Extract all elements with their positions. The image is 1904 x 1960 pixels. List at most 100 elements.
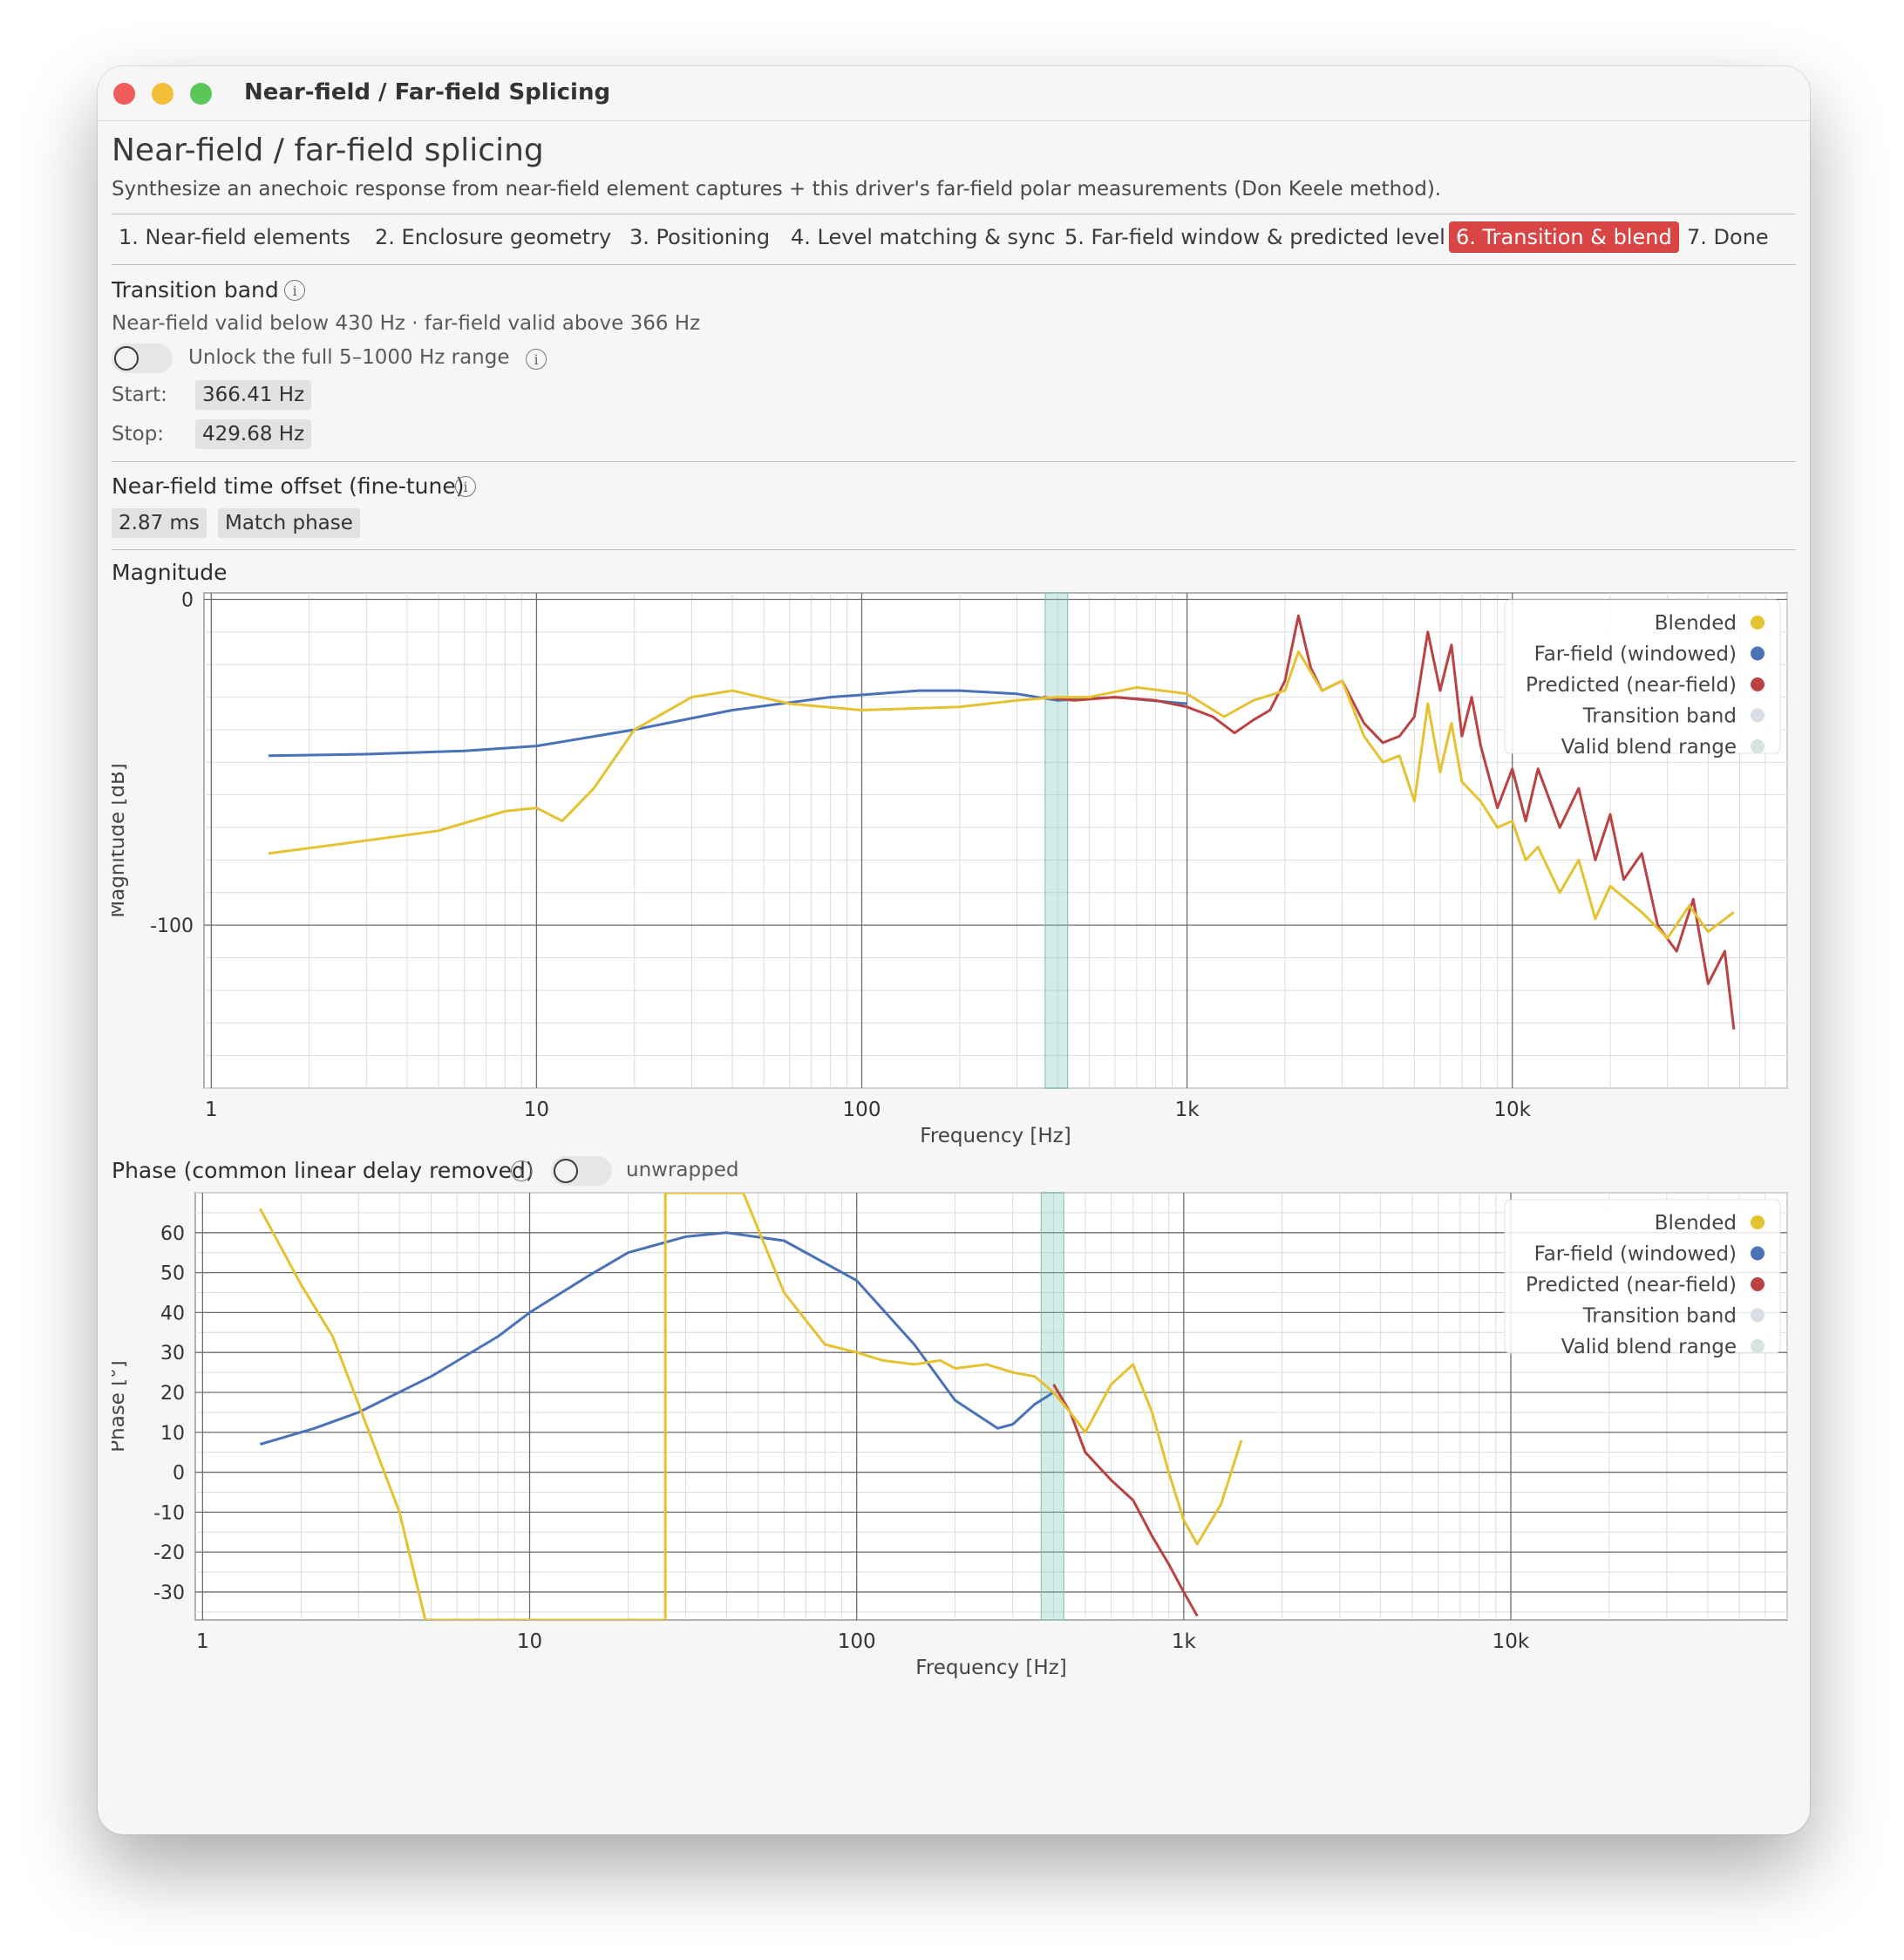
- stop-frequency-field[interactable]: 429.68 Hz: [195, 419, 312, 449]
- x-tick-label: 10: [517, 1630, 542, 1653]
- unlock-range-toggle[interactable]: [112, 344, 173, 373]
- zoom-window-button[interactable]: [190, 83, 212, 105]
- unwrapped-toggle[interactable]: [551, 1156, 612, 1186]
- start-label: Start:: [112, 384, 167, 406]
- x-tick-label: 10k: [1493, 1630, 1530, 1653]
- legend-predicted-near-field-marker: [1751, 677, 1765, 691]
- toggle-knob: [114, 346, 139, 371]
- legend-label: Far-field (windowed): [1534, 643, 1737, 666]
- series-blended-line: [268, 650, 1735, 940]
- x-tick-label: 10: [524, 1099, 549, 1121]
- tab-positioning[interactable]: 3. Positioning: [629, 225, 771, 249]
- x-tick-label: 1k: [1172, 1630, 1197, 1653]
- legend-label: Predicted (near-field): [1526, 1274, 1737, 1296]
- legend-predicted-near-field-marker: [1751, 1277, 1765, 1291]
- legend-label: Blended: [1655, 612, 1737, 635]
- legend-label: Predicted (near-field): [1526, 674, 1737, 697]
- phase-heading: Phase (common linear delay removed): [112, 1158, 534, 1183]
- legend-blended-marker: [1751, 1215, 1765, 1229]
- x-axis-label: Frequency [Hz]: [915, 1657, 1066, 1679]
- tab-enclosure-geometry[interactable]: 2. Enclosure geometry: [375, 225, 612, 249]
- y-tick-label: 60: [160, 1223, 185, 1245]
- unwrapped-label: unwrapped: [626, 1159, 739, 1181]
- page-subtitle: Synthesize an anechoic response from nea…: [112, 178, 1442, 201]
- y-axis-label: Phase [°]: [112, 1360, 129, 1452]
- tab-transition-blend[interactable]: 6. Transition & blend: [1449, 221, 1679, 253]
- unlock-range-label: Unlock the full 5–1000 Hz range: [188, 346, 510, 369]
- magnitude-heading: Magnitude: [112, 560, 228, 585]
- legend-label: Valid blend range: [1561, 1336, 1737, 1358]
- y-tick-label: 50: [160, 1263, 185, 1285]
- legend-far-field-windowed-marker: [1751, 1246, 1765, 1261]
- y-tick-label: -20: [153, 1542, 185, 1564]
- y-tick-label: 20: [160, 1383, 185, 1405]
- magnitude-chart[interactable]: 1 10 100 1k 10k 0 -100 Blended Far-field (window…: [112, 589, 1796, 1147]
- x-tick-label: 10k: [1493, 1099, 1531, 1121]
- legend-valid-blend-range-marker: [1751, 739, 1765, 753]
- tab-far-field-window[interactable]: 5. Far-field window & predicted level: [1064, 225, 1445, 249]
- transition-band-heading: Transition band: [112, 277, 279, 303]
- legend-far-field-windowed-marker: [1751, 646, 1765, 661]
- validity-text: Near-field valid below 430 Hz · far-fiel…: [112, 312, 701, 335]
- divider: [112, 461, 1796, 462]
- legend-label: Valid blend range: [1561, 736, 1737, 759]
- main-content: Near-field / far-field splicing Synthesi…: [112, 120, 1796, 1834]
- window-title: Near-field / Far-field Splicing: [244, 79, 611, 105]
- time-offset-heading: Near-field time offset (fine-tune): [112, 473, 465, 499]
- y-tick-label: -100: [150, 915, 194, 937]
- y-tick-label: 0: [181, 589, 194, 611]
- tab-near-field-elements[interactable]: 1. Near-field elements: [119, 225, 350, 249]
- time-offset-field[interactable]: 2.87 ms: [112, 508, 207, 538]
- legend-label: Transition band: [1582, 1305, 1737, 1328]
- legend-valid-blend-range-marker: [1751, 1339, 1765, 1353]
- chart-legend: Blended Far-field (windowed) Predicted (ne…: [1504, 1199, 1781, 1358]
- unlock-range-info-icon[interactable]: i: [526, 349, 547, 370]
- legend-label: Blended: [1655, 1212, 1737, 1235]
- y-tick-label: -30: [153, 1582, 185, 1604]
- match-phase-button[interactable]: Match phase: [218, 508, 360, 538]
- x-tick-label: 100: [838, 1630, 876, 1653]
- x-tick-label: 100: [843, 1099, 881, 1121]
- x-axis-label: Frequency [Hz]: [920, 1125, 1071, 1147]
- y-tick-label: 0: [173, 1463, 185, 1485]
- phase-info-icon[interactable]: i: [511, 1160, 532, 1181]
- tab-level-matching[interactable]: 4. Level matching & sync: [791, 225, 1056, 249]
- divider: [112, 264, 1796, 265]
- transition-band-info-icon[interactable]: i: [284, 280, 305, 301]
- stop-label: Stop:: [112, 423, 165, 446]
- legend-label: Transition band: [1582, 705, 1737, 728]
- legend-box: [1504, 1199, 1781, 1354]
- legend-label: Far-field (windowed): [1534, 1243, 1737, 1266]
- y-tick-label: -10: [153, 1502, 185, 1524]
- phase-chart[interactable]: 1 10 100 1k 10k6050403020100-10-20-30Blended…: [112, 1189, 1796, 1686]
- transition-band: [1044, 592, 1069, 1089]
- series-predicted-near-field-line: [1052, 1384, 1199, 1617]
- y-axis-label: Magnitude [dB]: [112, 763, 129, 918]
- legend-blended-marker: [1751, 616, 1765, 630]
- series-far-field-windowed-line: [259, 1231, 1055, 1446]
- y-tick-label: 30: [160, 1343, 185, 1365]
- series-predicted-near-field-line: [1042, 614, 1736, 1030]
- x-tick-label: 1k: [1175, 1099, 1200, 1121]
- close-window-button[interactable]: [113, 83, 135, 105]
- legend-box: [1504, 599, 1781, 754]
- legend-transition-band-marker: [1751, 708, 1765, 723]
- series-far-field-windowed-line: [268, 689, 1187, 758]
- legend-transition-band-marker: [1751, 1308, 1765, 1323]
- chart-legend: Blended Far-field (windowed) Predicted (ne…: [1504, 599, 1781, 759]
- minimize-window-button[interactable]: [152, 83, 173, 105]
- page-title: Near-field / far-field splicing: [112, 133, 544, 168]
- title-bar: Near-field / Far-field Splicing: [98, 66, 1810, 121]
- series-blended-line: [259, 1193, 1243, 1620]
- y-tick-label: 10: [160, 1423, 185, 1445]
- time-offset-info-icon[interactable]: i: [455, 476, 476, 497]
- x-tick-label: 1: [196, 1630, 209, 1653]
- app-window: Near-field / Far-field Splicing Near-fie…: [98, 66, 1810, 1834]
- x-tick-label: 1: [205, 1099, 218, 1121]
- divider: [112, 549, 1796, 550]
- tab-done[interactable]: 7. Done: [1687, 225, 1769, 249]
- start-frequency-field[interactable]: 366.41 Hz: [195, 380, 312, 410]
- toggle-knob: [554, 1159, 578, 1183]
- transition-band: [1040, 1192, 1064, 1621]
- y-tick-label: 40: [160, 1303, 185, 1324]
